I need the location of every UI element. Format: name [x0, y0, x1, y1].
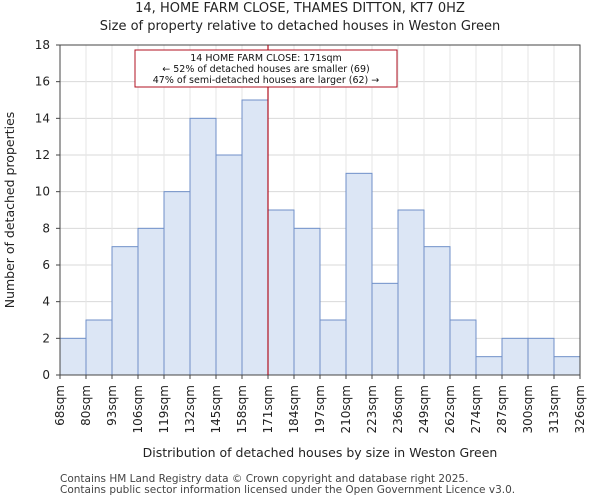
- bar: [241, 99, 269, 376]
- x-tick-label: 119sqm: [157, 385, 171, 433]
- y-tick-label: 12: [35, 148, 50, 162]
- bar: [137, 227, 165, 376]
- bar: [111, 246, 139, 376]
- bar: [319, 319, 347, 376]
- y-tick-label: 0: [42, 368, 50, 382]
- annotation-line-2: ← 52% of detached houses are smaller (69…: [162, 64, 369, 75]
- y-tick-label: 6: [42, 258, 50, 272]
- x-axis-label: Distribution of detached houses by size …: [143, 445, 498, 460]
- x-tick-label: 93sqm: [105, 385, 119, 426]
- x-tick-label: 197sqm: [313, 385, 327, 433]
- bar: [163, 191, 191, 376]
- annotation-box: [134, 49, 398, 88]
- x-tick-label: 287sqm: [495, 385, 509, 433]
- bar: [59, 337, 87, 376]
- x-tick-label: 326sqm: [573, 385, 587, 433]
- x-tick-label: 80sqm: [79, 385, 93, 426]
- bar: [397, 209, 425, 376]
- bar: [501, 337, 529, 376]
- bar: [553, 356, 581, 376]
- bar: [85, 319, 113, 376]
- bar: [449, 319, 477, 376]
- x-tick-label: 274sqm: [469, 385, 483, 433]
- footer-line-1: Contains HM Land Registry data © Crown c…: [60, 473, 469, 485]
- x-tick-label: 158sqm: [235, 385, 249, 433]
- y-tick-label: 14: [35, 111, 50, 125]
- x-tick-label: 249sqm: [417, 385, 431, 433]
- y-tick-label: 2: [42, 331, 50, 345]
- bar: [423, 246, 451, 376]
- x-tick-label: 300sqm: [521, 385, 535, 433]
- x-tick-label: 262sqm: [443, 385, 457, 433]
- x-tick-label: 171sqm: [261, 385, 275, 433]
- y-tick-label: 16: [35, 75, 50, 89]
- x-tick-label: 223sqm: [365, 385, 379, 433]
- bar: [293, 227, 321, 376]
- y-tick-label: 4: [42, 295, 50, 309]
- x-tick-label: 145sqm: [209, 385, 223, 433]
- x-tick-label: 313sqm: [547, 385, 561, 433]
- footer-line-2: Contains public sector information licen…: [60, 484, 516, 496]
- chart-subtitle: Size of property relative to detached ho…: [99, 19, 501, 34]
- bar: [189, 117, 217, 376]
- bar: [215, 154, 243, 376]
- x-tick-label: 210sqm: [339, 385, 353, 433]
- chart-title: 14, HOME FARM CLOSE, THAMES DITTON, KT7 …: [135, 1, 465, 16]
- bar: [345, 172, 373, 376]
- annotation-line-3: 47% of semi-detached houses are larger (…: [153, 75, 380, 86]
- bar: [267, 209, 295, 376]
- x-tick-label: 236sqm: [391, 385, 405, 433]
- bar: [527, 337, 555, 376]
- bar: [475, 356, 503, 376]
- y-tick-label: 18: [35, 38, 50, 52]
- y-tick-label: 8: [42, 221, 50, 235]
- x-tick-label: 132sqm: [183, 385, 197, 433]
- bar: [371, 282, 399, 376]
- annotation-line-1: 14 HOME FARM CLOSE: 171sqm: [190, 53, 342, 64]
- x-tick-label: 106sqm: [131, 385, 145, 433]
- x-tick-label: 68sqm: [53, 385, 67, 426]
- y-axis-label: Number of detached properties: [2, 112, 17, 309]
- x-tick-label: 184sqm: [287, 385, 301, 433]
- y-tick-label: 10: [35, 185, 50, 199]
